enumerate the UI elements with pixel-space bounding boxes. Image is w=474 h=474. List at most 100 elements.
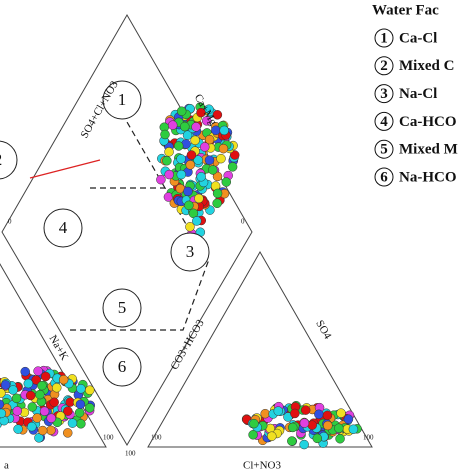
point xyxy=(62,428,73,438)
point xyxy=(314,409,324,420)
point xyxy=(323,420,333,431)
point xyxy=(173,141,184,151)
point xyxy=(204,134,215,145)
point xyxy=(25,390,36,401)
tick-label: 0 xyxy=(241,218,245,226)
point xyxy=(164,147,174,157)
legend-label: Mixed M xyxy=(399,142,458,158)
point xyxy=(190,135,200,146)
point xyxy=(299,418,310,428)
tick-label: 100 xyxy=(363,434,374,442)
point xyxy=(85,403,95,413)
point xyxy=(184,200,194,211)
point xyxy=(204,155,215,165)
legend-number: 2 xyxy=(380,58,388,74)
point xyxy=(208,165,218,175)
left-triangle xyxy=(0,263,107,448)
zone-circle xyxy=(43,208,83,248)
point xyxy=(35,389,45,400)
legend-number: 1 xyxy=(380,30,388,46)
axis-label: CO3+HCO3 xyxy=(168,317,206,372)
legend-number: 4 xyxy=(380,114,388,130)
point xyxy=(194,193,204,204)
right-triangle xyxy=(147,250,373,448)
point xyxy=(185,222,195,232)
point xyxy=(193,155,203,165)
legend-circle xyxy=(374,111,394,131)
zone-labels: 1 2 3 4 5 6 xyxy=(0,80,210,387)
point xyxy=(167,120,178,130)
legend-label: Ca-HCO xyxy=(399,114,457,130)
point xyxy=(322,410,333,421)
pointer xyxy=(29,159,101,179)
legend-label: Ca-Cl xyxy=(399,30,437,46)
tick-label: 0 xyxy=(8,218,12,226)
point xyxy=(299,439,309,450)
point xyxy=(336,408,346,418)
point xyxy=(13,424,23,434)
point xyxy=(227,162,238,172)
zone-number: 6 xyxy=(118,357,127,376)
point xyxy=(156,174,166,185)
point xyxy=(31,375,41,385)
point xyxy=(287,422,298,433)
zone-circle xyxy=(170,232,210,272)
zone-circle xyxy=(102,80,142,120)
legend-label: Na-HCO xyxy=(399,169,457,185)
point xyxy=(249,418,259,429)
point xyxy=(287,436,297,446)
tick-label: 100 xyxy=(103,434,114,442)
point xyxy=(307,420,317,430)
point xyxy=(204,104,214,114)
point xyxy=(37,425,48,436)
point xyxy=(183,186,193,197)
point xyxy=(229,150,240,160)
zone-circle xyxy=(102,288,142,328)
point xyxy=(67,418,78,428)
point xyxy=(212,110,223,120)
point xyxy=(221,177,232,187)
point xyxy=(176,154,186,164)
legend-number: 6 xyxy=(380,169,388,185)
point xyxy=(196,172,206,182)
legend-label: Mixed C xyxy=(399,58,454,74)
zone-number: 1 xyxy=(118,90,127,109)
axis-label: Cl+NO3 xyxy=(243,460,281,472)
point xyxy=(290,408,300,419)
legend-number: 3 xyxy=(380,86,388,102)
point xyxy=(218,143,229,154)
point xyxy=(196,107,206,118)
point xyxy=(248,430,258,440)
point xyxy=(0,408,7,419)
point xyxy=(267,431,277,441)
point xyxy=(212,171,223,182)
point xyxy=(0,399,5,410)
point xyxy=(212,198,222,209)
point xyxy=(27,402,38,412)
point xyxy=(200,142,210,152)
point xyxy=(312,433,323,444)
zone: 4 xyxy=(43,208,83,248)
dash xyxy=(70,187,209,331)
point xyxy=(191,122,201,132)
point xyxy=(23,378,34,389)
point xyxy=(176,169,187,180)
zone: 1 xyxy=(102,80,142,120)
point xyxy=(0,380,11,390)
point xyxy=(75,399,86,410)
point xyxy=(300,405,311,415)
point xyxy=(343,414,354,424)
zone-number: 4 xyxy=(59,218,68,237)
point xyxy=(51,382,62,393)
point xyxy=(335,433,345,444)
point xyxy=(85,385,95,395)
point xyxy=(8,385,18,395)
tick-label: 100 xyxy=(125,450,136,458)
axis-label: SO4 xyxy=(313,318,333,341)
point xyxy=(273,406,284,416)
point xyxy=(46,413,56,423)
point xyxy=(192,216,202,226)
point xyxy=(334,423,344,433)
point xyxy=(33,366,43,376)
